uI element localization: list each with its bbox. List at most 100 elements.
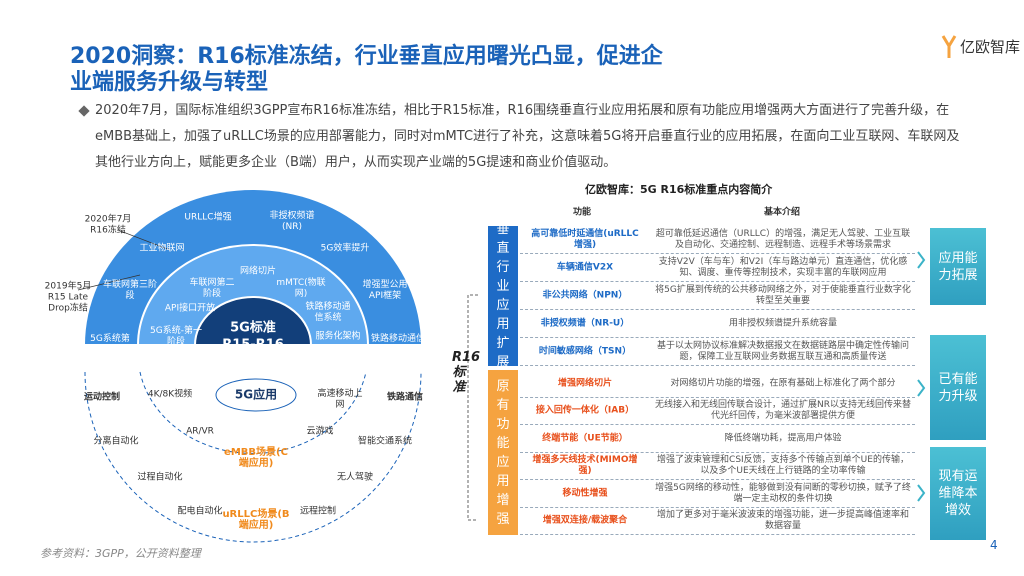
- function: 时间敏感网络（TSN）: [538, 346, 632, 357]
- ring-label: 5G系统-第一阶段: [150, 326, 202, 347]
- ring-label: 车联网第三阶段: [102, 280, 157, 301]
- bullet: [78, 105, 90, 117]
- function: 车辆通信V2X: [556, 262, 614, 273]
- title: 2020洞察：R16标准冻结，行业垂直应用曙光凸显，促进企: [70, 44, 663, 69]
- logo-mark: [941, 35, 957, 58]
- function: 移动性增强: [562, 488, 608, 499]
- function: 终端节能（UE节能）: [542, 433, 628, 444]
- center-label: R15-R16: [222, 337, 284, 353]
- bracket: [467, 294, 478, 521]
- description: 降低终端功耗，提高用户体验: [724, 433, 842, 444]
- ring-label: API接口开放: [164, 303, 216, 314]
- function: 非授权频谱（NR-U）: [540, 318, 630, 329]
- row-divider: [520, 424, 915, 425]
- group-label: 原有功能应用增强: [496, 378, 510, 527]
- logo: 亿欧智库: [960, 38, 1021, 56]
- group-label: 垂直行业应用扩展: [496, 222, 510, 370]
- ring-label: 5G系统第二阶段: [90, 334, 130, 355]
- column-header: 基本介绍: [763, 207, 800, 218]
- arc-outer: [84, 371, 422, 543]
- app: 远程控制: [299, 506, 336, 517]
- row-divider: [520, 451, 915, 453]
- row-divider: [520, 396, 915, 398]
- ring-label: URLLC增强: [184, 212, 232, 223]
- side-label: R16标准: [452, 350, 481, 395]
- row-divider: [520, 365, 915, 366]
- ring-label: mMTC(物联网): [276, 278, 326, 299]
- description: 增强了波束管理和CSI反馈，支持多个传输点到单个UE的传输，以及多个UE天线在上…: [657, 455, 909, 477]
- app: 无人驾驶: [336, 472, 373, 483]
- app: 铁路通信: [386, 392, 423, 403]
- app: 运动控制: [83, 392, 120, 403]
- app: 配电自动化: [177, 506, 223, 517]
- row-divider: [520, 479, 915, 480]
- middle-ring: [136, 244, 370, 346]
- description: 无线接入和无线回传联合设计，通过扩展NR以支持无线回传来替代光纤回传，为毫米波部…: [655, 400, 911, 422]
- ring-label: 铁路移动通信系统: [305, 302, 351, 323]
- description: 超可靠低延迟通信（URLLC）的增强，满足无人驾驶、工业互联及自动化、交通控制、…: [655, 229, 911, 250]
- ring-label: LTE提升: [326, 352, 360, 363]
- milestone: 2020年7月: [84, 214, 132, 225]
- app: 4K/8K视频: [147, 389, 193, 400]
- description: 将5G扩展到传统的公共移动网络之外，对于使能垂直行业数字化转型至关重要: [655, 285, 911, 306]
- milestone: Drop冻结: [48, 303, 88, 314]
- center: [193, 296, 313, 346]
- page-number: 4: [990, 538, 998, 552]
- center-label: 5G标准: [230, 320, 276, 336]
- group-band: [488, 370, 518, 535]
- ring-label: 车联网第二阶段: [189, 278, 235, 299]
- scenario: uRLLC场景(B端应用): [222, 509, 290, 531]
- scenario: eMBB场景(C端应用): [224, 447, 288, 469]
- function: 增强网络切片: [557, 378, 612, 389]
- table-title: 亿欧智库：5G R16标准重点内容简介: [585, 183, 773, 196]
- ring-label: 增强型公用API框架: [362, 280, 408, 301]
- description: 对网络切片功能的增强，在原有基础上标准化了两个部分: [670, 378, 896, 389]
- app: AR/VR: [186, 426, 214, 437]
- row-divider: [520, 534, 915, 535]
- ring-label: 5G NR: [150, 352, 180, 363]
- outcome: 已有能力升级: [930, 335, 986, 440]
- description: 支持V2V（车与车）和V2I（车与路边单元）直连通信，优化感知、调度、重传等控制…: [658, 257, 908, 278]
- function: 增强多天线技术(MIMO增强): [532, 455, 638, 477]
- pointer: [117, 229, 171, 251]
- row-divider: [520, 309, 915, 310]
- ring-label: 服务化架构: [315, 331, 361, 342]
- outcome: 应用能力拓展: [930, 228, 986, 305]
- ring-label: 网络切片: [239, 266, 276, 277]
- description: 增强5G网络的移动性，能够做到没有间断的零秒切换，赋予了终端一定主动权的条件切换: [655, 482, 911, 504]
- chevrons: [917, 251, 926, 502]
- column-header: 功能: [572, 207, 591, 218]
- ring-label: 非授权频谱(NR): [269, 211, 315, 232]
- function: 高可靠低时延通信(uRLLC增强): [531, 229, 639, 250]
- hub-label: 5G应用: [234, 387, 278, 402]
- ring-label: 5G效率提升: [320, 243, 370, 254]
- summary: 2020年7月，国际标准组织3GPP宣布R16标准冻结，相比于R15标准，R16…: [95, 103, 960, 170]
- description: 用非授权频谱提升系统容量: [728, 318, 837, 329]
- app: 高速移动上网: [317, 389, 363, 410]
- ring-label: 工业物联网: [139, 243, 185, 254]
- source: 参考资料：3GPP，公开资料整理: [40, 547, 201, 560]
- app: 过程自动化: [137, 472, 183, 483]
- app: 智能交通系统: [357, 436, 412, 447]
- pointer: [77, 274, 141, 291]
- row-divider: [520, 506, 915, 508]
- app: 云游戏: [306, 426, 334, 437]
- row-divider: [520, 281, 915, 282]
- hub: [215, 378, 297, 412]
- milestone: R15 Late: [47, 292, 89, 303]
- function: 增强双连接/载波聚合: [542, 515, 628, 526]
- group-band: [488, 226, 518, 366]
- milestone: R16冻结: [90, 225, 126, 236]
- app: 分离自动化: [93, 436, 139, 447]
- row-divider: [520, 253, 915, 254]
- row-divider: [520, 337, 915, 338]
- function: 非公共网络（NPN）: [542, 290, 628, 301]
- function: 接入回传一体化（IAB）: [535, 405, 635, 416]
- description: 增加了更多对于毫米波波束的增强功能，进一步提高峰值速率和数据容量: [656, 510, 909, 532]
- arc-middle: [139, 371, 367, 454]
- description: 基于以太网协议标准解决数据报文在数据链路层中确定性传输问题，保障工业互联网业务数…: [656, 341, 909, 362]
- ring-label: 铁路移动通信系统第二阶段: [370, 334, 425, 355]
- outcome: 现有运维降本增效: [930, 447, 986, 540]
